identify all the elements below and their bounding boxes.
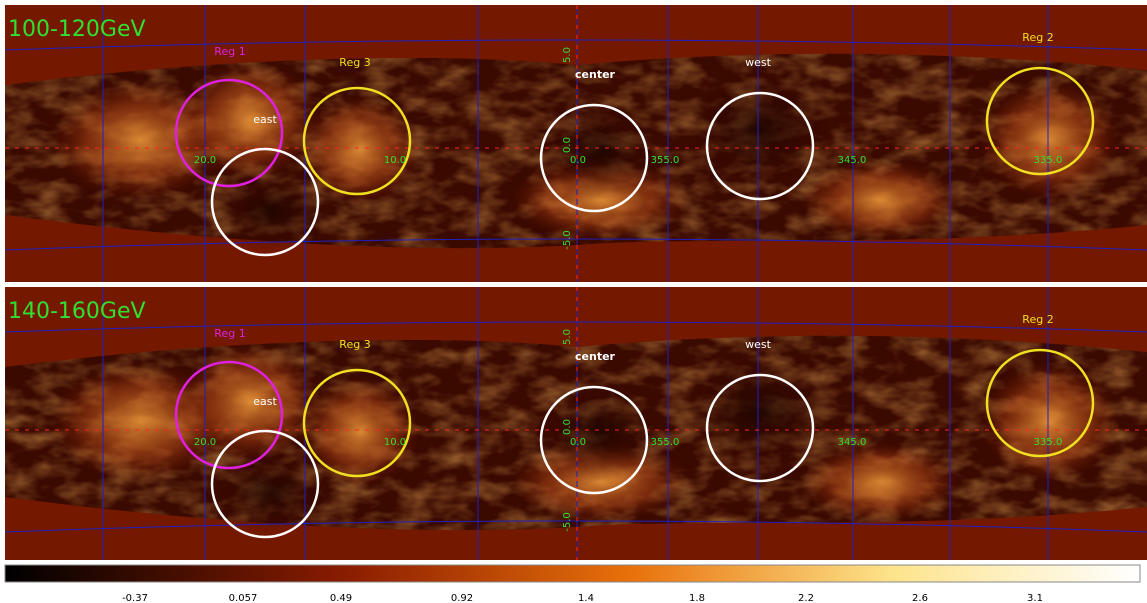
marker-label: west [745,338,771,351]
dark-patch [210,170,330,250]
colorbar-label: 1.4 [578,593,594,603]
latitude-label: 0.0 [562,419,573,435]
region-label: Reg 1 [214,45,245,58]
grid-line [4,321,1147,333]
colorbar-label: 0.057 [229,593,258,603]
longitude-label: 0.0 [570,155,586,166]
colorbar-label: 0.49 [330,593,352,603]
region-circle [174,360,284,470]
latitude-label: -5.0 [562,230,573,250]
region-circle [705,373,815,483]
longitude-label: 0.0 [570,437,586,448]
longitude-label: 355.0 [651,437,680,448]
colorbar-label: 2.6 [912,593,928,603]
marker-label: center [575,350,616,363]
latitude-label: -5.0 [562,512,573,532]
region-label: Reg 2 [1022,313,1053,326]
emission-blob [180,60,320,180]
longitude-label: 345.0 [838,155,867,166]
marker-label: west [745,56,771,69]
longitude-label: 20.0 [194,437,216,448]
latitude-label: 5.0 [562,47,573,63]
dark-patch [680,352,840,472]
emission-blob [300,377,420,487]
panel-title: 140-160GeV [8,299,146,324]
longitude-label: 335.0 [1034,155,1063,166]
dark-patch [680,70,840,190]
region-circle [302,86,412,196]
region-circle [705,91,815,201]
region-circle [302,368,412,478]
region-circle [985,348,1095,458]
colorbar-label: 1.8 [689,593,705,603]
dark-patch [540,382,660,482]
dark-patch [540,100,660,200]
region-circle [210,429,320,539]
sky-panel: 100-120GeV Reg 1 Reg 3 Reg 2 east center west 2… [4,5,1147,282]
region-circle [210,147,320,257]
marker-label: east [253,113,277,126]
colorbar-label: -0.37 [122,593,148,603]
marker-label: center [575,68,616,81]
region-label: Reg 3 [339,56,370,69]
marker-label: east [253,395,277,408]
latitude-label: 0.0 [562,137,573,153]
longitude-label: 355.0 [651,155,680,166]
emission-blob [300,95,420,205]
dark-patch [210,452,330,532]
region-circle [985,66,1095,176]
emission-blob [980,362,1120,482]
region-label: Reg 3 [339,338,370,351]
emission-blob [980,80,1120,200]
colorbar-label: 0.92 [451,593,473,603]
region-circle [539,103,649,213]
longitude-label: 10.0 [384,437,406,448]
colorbar-label: 3.1 [1027,593,1043,603]
emission-blob [800,160,960,240]
region-circle [539,385,649,495]
emission-blob [180,342,320,462]
latitude-label: 5.0 [562,329,573,345]
sky-panel: 140-160GeV Reg 1 Reg 3 Reg 2 east center west 2… [4,287,1147,560]
region-label: Reg 1 [214,327,245,340]
emission-blob [800,442,960,522]
longitude-label: 345.0 [838,437,867,448]
colorbar [4,564,1141,583]
grid-line [4,39,1147,51]
panel-title: 100-120GeV [8,17,146,42]
region-circle [174,78,284,188]
longitude-label: 10.0 [384,155,406,166]
region-label: Reg 2 [1022,31,1053,44]
longitude-label: 20.0 [194,155,216,166]
longitude-label: 335.0 [1034,437,1063,448]
colorbar-label: 2.2 [798,593,814,603]
